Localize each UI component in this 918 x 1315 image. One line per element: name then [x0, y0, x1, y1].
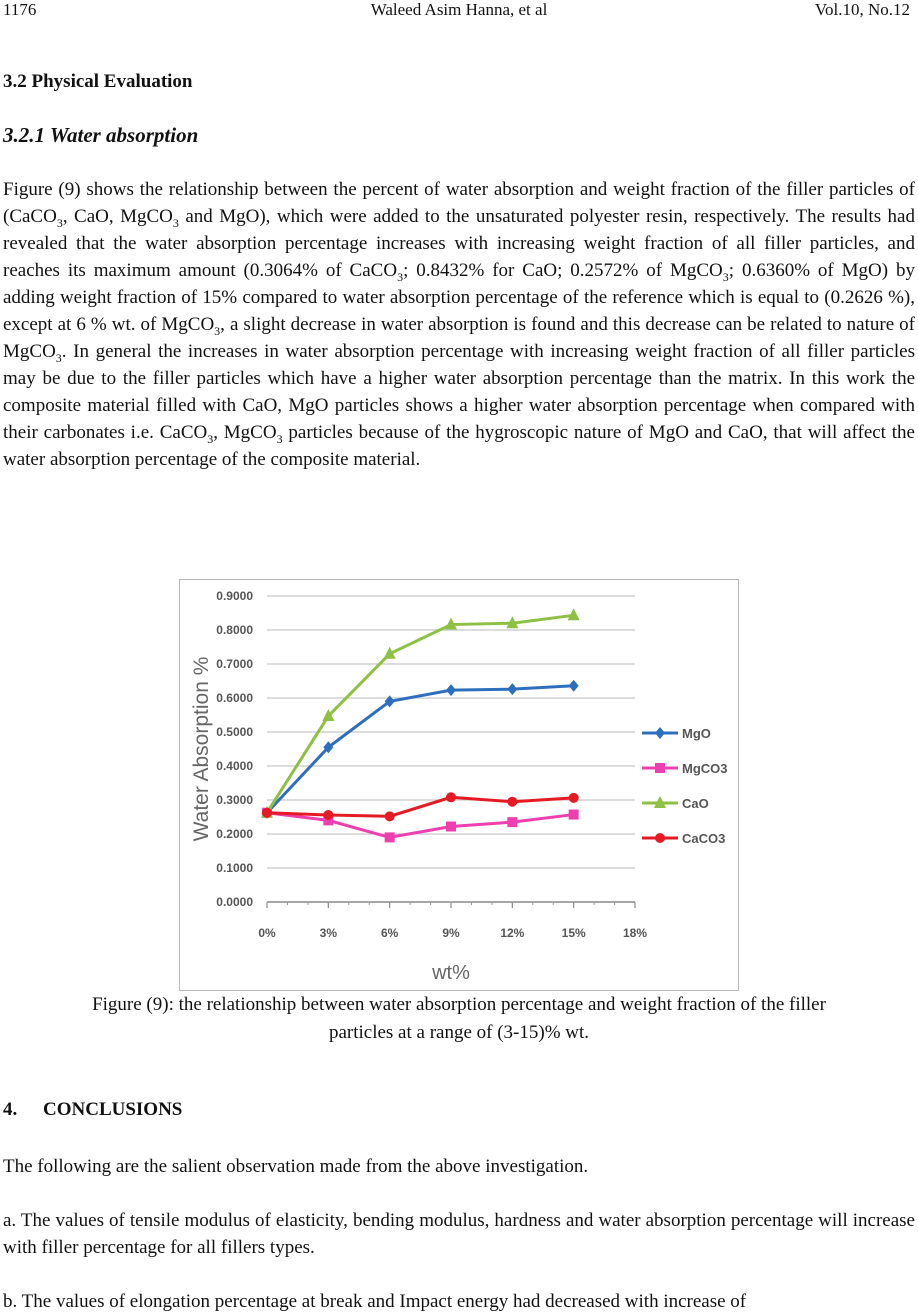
x-tick-label: 6%	[381, 926, 399, 940]
y-tick-label: 0.2000	[216, 827, 253, 841]
data-point	[384, 832, 395, 843]
legend-entry: MgO	[642, 726, 711, 741]
figure-caption: Figure (9): the relationship between wat…	[0, 991, 918, 1047]
x-tick-label: 12%	[500, 926, 524, 940]
y-tick-label: 0.0000	[216, 895, 253, 909]
header-authors: Waleed Asim Hanna, et al	[370, 0, 548, 19]
y-tick-label: 0.7000	[216, 657, 253, 671]
data-point	[568, 809, 579, 820]
data-point	[655, 727, 665, 739]
data-point	[655, 833, 665, 843]
body-paragraph: Figure (9) shows the relationship betwee…	[3, 179, 915, 470]
conclusions-intro: The following are the salient observatio…	[3, 1156, 589, 1177]
y-tick-label: 0.3000	[216, 793, 253, 807]
conclusions-title: CONCLUSIONS	[43, 1099, 183, 1120]
data-point	[323, 741, 334, 754]
series-line	[265, 613, 574, 814]
data-point	[323, 809, 334, 820]
legend-label: CaO	[682, 796, 709, 811]
y-tick-label: 0.9000	[216, 589, 253, 603]
conclusion-item-b: b. The values of elongation percentage a…	[3, 1291, 747, 1312]
data-point	[384, 811, 395, 822]
data-point	[507, 796, 518, 807]
series-line	[265, 684, 574, 814]
data-point	[506, 616, 519, 629]
legend-label: MgO	[682, 726, 711, 741]
running-header: 1176 Waleed Asim Hanna, et al Vol.10, No…	[0, 0, 918, 24]
data-point	[323, 815, 334, 826]
line-chart: 0.0000 0.1000 0.2000 0.3000 0.4000 0.5000 0.60…	[190, 589, 728, 984]
x-tick-label: 18%	[623, 926, 647, 940]
data-point	[507, 817, 518, 828]
data-point	[262, 807, 272, 818]
legend-entry: MgCO3	[642, 761, 728, 776]
y-tick-label: 0.8000	[216, 623, 253, 637]
y-tick-label: 0.1000	[216, 861, 253, 875]
x-tick-label: 0%	[258, 926, 276, 940]
data-point	[567, 608, 580, 621]
header-volume: Vol.10, No.12	[814, 0, 910, 19]
legend-label: MgCO3	[682, 761, 728, 776]
legend-entry: CaO	[642, 796, 709, 811]
series-cao	[261, 608, 580, 818]
data-point	[445, 617, 457, 630]
data-point	[446, 684, 456, 697]
page-number: 1176	[3, 0, 37, 19]
data-point	[322, 709, 335, 722]
caption-line-1: Figure (9): the relationship between wat…	[92, 994, 826, 1015]
y-tick-label: 0.6000	[216, 691, 253, 705]
x-tick-label: 15%	[562, 926, 586, 940]
x-axis-title: wt%	[431, 962, 470, 984]
conclusion-item-a: a. The values of tensile modulus of elas…	[3, 1210, 915, 1258]
x-tick-label: 9%	[442, 926, 460, 940]
data-point	[568, 792, 579, 803]
section-heading: 3.2 Physical Evaluation	[3, 71, 193, 92]
section-number: 4.	[3, 1099, 18, 1120]
data-point	[446, 792, 456, 803]
data-point	[655, 763, 665, 773]
y-axis-title: Water Absorption %	[190, 657, 213, 842]
series-mgo	[262, 679, 579, 819]
data-point	[384, 695, 395, 708]
data-point	[507, 683, 518, 696]
legend-label: CaCO3	[682, 831, 725, 846]
figure-chart: 0.0000 0.1000 0.2000 0.3000 0.4000 0.5000 0.60…	[179, 579, 739, 991]
data-point	[654, 796, 666, 808]
y-tick-label: 0.5000	[216, 725, 253, 739]
subsection-heading: 3.2.1 Water absorption	[3, 123, 199, 147]
series-line	[266, 811, 574, 839]
x-tick-label: 3%	[320, 926, 338, 940]
data-point	[568, 679, 579, 692]
data-point	[446, 821, 456, 832]
caption-line-2: particles at a range of (3-15)% wt.	[328, 1022, 590, 1043]
y-tick-label: 0.4000	[216, 759, 253, 773]
data-point	[383, 646, 396, 659]
series-line	[266, 795, 574, 818]
conclusions-heading: 4. CONCLUSIONS	[3, 1099, 182, 1121]
series-caco3	[262, 792, 579, 822]
legend-entry: CaCO3	[642, 831, 725, 846]
